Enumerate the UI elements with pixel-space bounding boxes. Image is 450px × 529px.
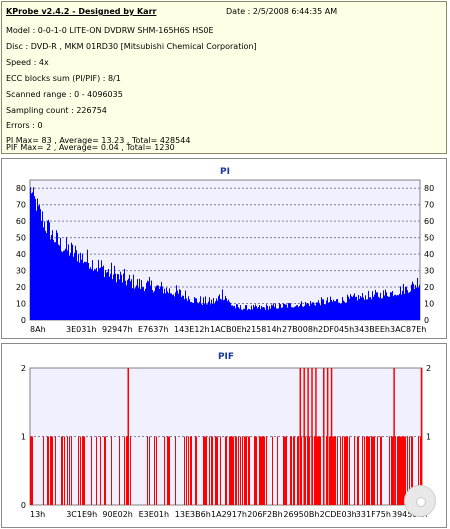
pif-y-tick-right: 1 [426,433,431,442]
pi-x-tick: 3E031h [66,325,96,334]
pi-chart-panel: PI 0 0 10 10 20 20 30 30 40 40 50 50 60 60 70 70 80 80 8Ah 3… [1,158,447,339]
app-title: KProbe v2.4.2 - Designed by Karr [6,7,157,16]
pi-y-tick-left: 60 [16,217,26,226]
pi-y-tick-right: 70 [424,201,434,210]
pi-y-tick-left: 0 [21,316,26,325]
pif-y-tick-left: 0 [21,501,26,510]
pi-x-tick: 2DF045h [318,325,354,334]
info-speed: Speed : 4x [6,58,49,67]
pi-y-tick-left: 80 [16,184,26,193]
pif-chart: PIF00112213h3C1E9h90E02hE3E01h13E3B6h1A2… [21,352,431,519]
pif-series [30,368,423,505]
pi-y-tick-left: 20 [16,283,26,292]
pif-x-tick: 331F75h [356,510,391,519]
pif-x-tick: 90E02h [102,510,132,519]
pif-chart-title: PIF [218,352,234,362]
pi-y-tick-left: 50 [16,234,26,243]
pi-y-tick-right: 20 [424,283,434,292]
pif-x-tick: 39458Eh [392,510,428,519]
pi-y-tick-left: 10 [16,300,26,309]
info-sampling: Sampling count : 226754 [6,106,107,115]
info-disc: Disc : DVD-R , MKM 01RD30 [Mitsubishi Ch… [6,42,257,51]
info-ecc: ECC blocks sum (PI/PIF) : 8/1 [6,74,121,83]
scan-date: Date : 2/5/2008 6:44:35 AM [226,7,338,16]
pif-y-tick-left: 2 [21,364,26,373]
pif-x-tick: E3E01h [139,510,169,519]
pi-x-tick: 343BEEh [354,325,390,334]
pi-x-tick: 1ACB0Eh [210,325,247,334]
pi-x-tick: 8Ah [30,325,46,334]
info-range: Scanned range : 0 - 4096035 [6,90,123,99]
pi-x-tick: 92947h [102,325,133,334]
pi-x-tick: 3AC87Eh [390,325,426,334]
pif-x-tick: 13E3B6h [175,510,211,519]
pi-y-tick-right: 80 [424,184,434,193]
pif-x-tick: 3C1E9h [66,510,97,519]
pif-x-tick: 2CDE03h [320,510,357,519]
pi-y-tick-right: 0 [424,316,429,325]
pif-y-tick-right: 2 [426,364,431,373]
pi-y-tick-left: 30 [16,267,26,276]
pif-x-tick: 26950Bh [283,510,319,519]
info-pi-stats: PI Max= 83 , Average= 13.23 , Total= 428… [6,136,191,145]
info-model: Model : 0-0-1-0 LITE-ON DVDRW SHM-165H6S… [6,26,214,35]
info-panel: KProbe v2.4.2 - Designed by Karr Date : … [1,1,447,154]
pi-y-tick-right: 10 [424,300,434,309]
pi-x-tick: E7637h [138,325,168,334]
pi-x-tick: 215814h [246,325,282,334]
pi-series [30,187,420,320]
disc-watermark-icon [404,485,436,517]
pi-chart-title: PI [220,167,230,177]
pi-y-tick-right: 40 [424,250,434,259]
pi-y-tick-left: 70 [16,201,26,210]
pif-x-tick: 206F2Bh [247,510,283,519]
pi-y-tick-right: 60 [424,217,434,226]
pi-chart: PI 0 0 10 10 20 20 30 30 40 40 50 50 60 60 70 70 80 80 8Ah 3… [16,167,434,334]
pif-y-tick-left: 1 [21,433,26,442]
pif-x-tick: 1A2917h [211,510,247,519]
info-pif-stats: PIF Max= 2 , Average= 0.04 , Total= 1230 [6,143,175,152]
pi-y-tick-left: 40 [16,250,26,259]
pi-x-tick: 27B008h [282,325,318,334]
pif-chart-panel: PIF00112213h3C1E9h90E02hE3E01h13E3B6h1A2… [1,343,447,528]
pi-x-tick: 143E12h [174,325,210,334]
pi-y-tick-right: 50 [424,234,434,243]
info-errors: Errors : 0 [6,121,43,130]
pi-y-tick-right: 30 [424,267,434,276]
pif-x-tick: 13h [30,510,45,519]
